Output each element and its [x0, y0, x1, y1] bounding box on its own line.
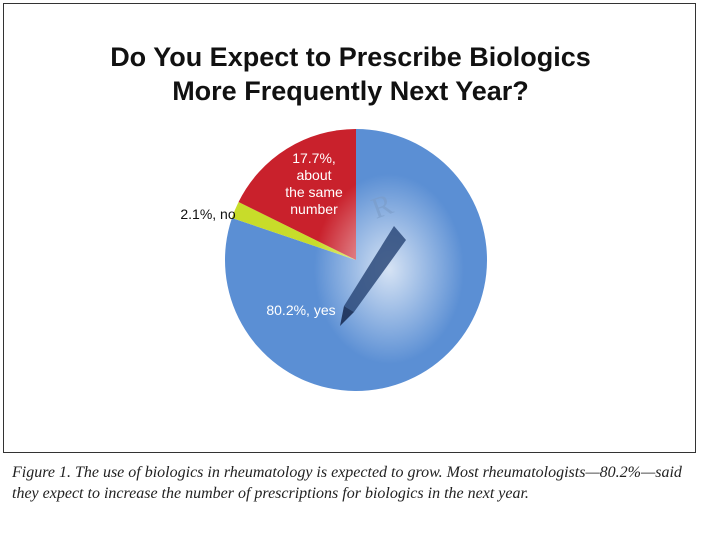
slice-label-about-the-same-number: 17.7%, about the same number — [285, 150, 343, 217]
slice-label-no: 2.1%, no — [180, 206, 235, 222]
chart-title-line-2: More Frequently Next Year? — [172, 76, 529, 106]
pie-chart: R 80.2%, yes 2.1%, no 17.7%, about the same n… — [180, 129, 488, 391]
figure-caption: Figure 1. The use of biologics in rheuma… — [12, 464, 682, 502]
slice-label-yes: 80.2%, yes — [266, 302, 335, 318]
chart-frame: Do You Expect to Prescribe Biologics Mor… — [3, 3, 696, 453]
pen-illustration: R — [314, 174, 464, 364]
chart-title-line-1: Do You Expect to Prescribe Biologics — [110, 42, 591, 72]
